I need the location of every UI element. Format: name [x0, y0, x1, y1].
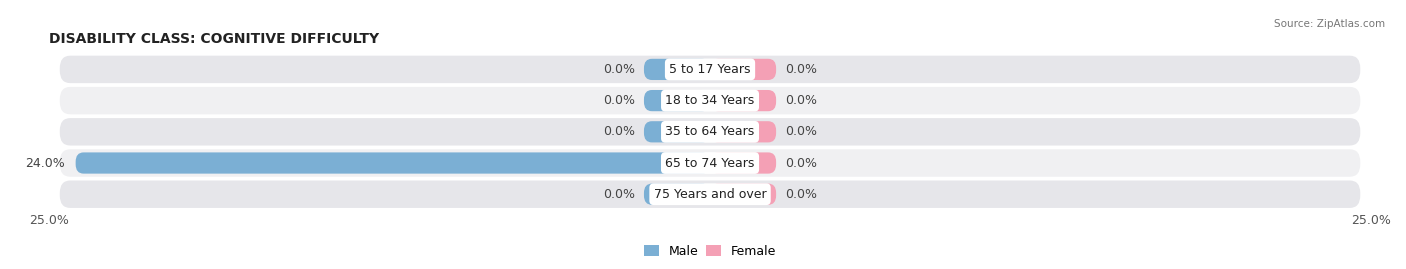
FancyBboxPatch shape: [710, 184, 776, 205]
FancyBboxPatch shape: [644, 90, 710, 111]
Text: Source: ZipAtlas.com: Source: ZipAtlas.com: [1274, 19, 1385, 29]
FancyBboxPatch shape: [644, 184, 710, 205]
Text: 24.0%: 24.0%: [25, 157, 65, 169]
FancyBboxPatch shape: [710, 90, 776, 111]
Text: 0.0%: 0.0%: [786, 125, 817, 138]
FancyBboxPatch shape: [710, 59, 776, 80]
Legend: Male, Female: Male, Female: [638, 240, 782, 263]
Text: 0.0%: 0.0%: [603, 94, 634, 107]
FancyBboxPatch shape: [60, 149, 1360, 177]
FancyBboxPatch shape: [710, 121, 776, 142]
Text: 0.0%: 0.0%: [786, 157, 817, 169]
Text: 35 to 64 Years: 35 to 64 Years: [665, 125, 755, 138]
FancyBboxPatch shape: [60, 180, 1360, 208]
Text: 0.0%: 0.0%: [603, 188, 634, 201]
Text: 0.0%: 0.0%: [786, 94, 817, 107]
FancyBboxPatch shape: [644, 59, 710, 80]
Text: 0.0%: 0.0%: [603, 125, 634, 138]
Text: 65 to 74 Years: 65 to 74 Years: [665, 157, 755, 169]
FancyBboxPatch shape: [60, 87, 1360, 114]
FancyBboxPatch shape: [644, 121, 710, 142]
Text: 0.0%: 0.0%: [786, 188, 817, 201]
Text: 18 to 34 Years: 18 to 34 Years: [665, 94, 755, 107]
Text: 0.0%: 0.0%: [603, 63, 634, 76]
FancyBboxPatch shape: [76, 153, 710, 174]
FancyBboxPatch shape: [60, 56, 1360, 83]
Text: 5 to 17 Years: 5 to 17 Years: [669, 63, 751, 76]
Text: 0.0%: 0.0%: [786, 63, 817, 76]
FancyBboxPatch shape: [710, 153, 776, 174]
FancyBboxPatch shape: [60, 118, 1360, 146]
Text: DISABILITY CLASS: COGNITIVE DIFFICULTY: DISABILITY CLASS: COGNITIVE DIFFICULTY: [49, 32, 380, 46]
Text: 75 Years and over: 75 Years and over: [654, 188, 766, 201]
